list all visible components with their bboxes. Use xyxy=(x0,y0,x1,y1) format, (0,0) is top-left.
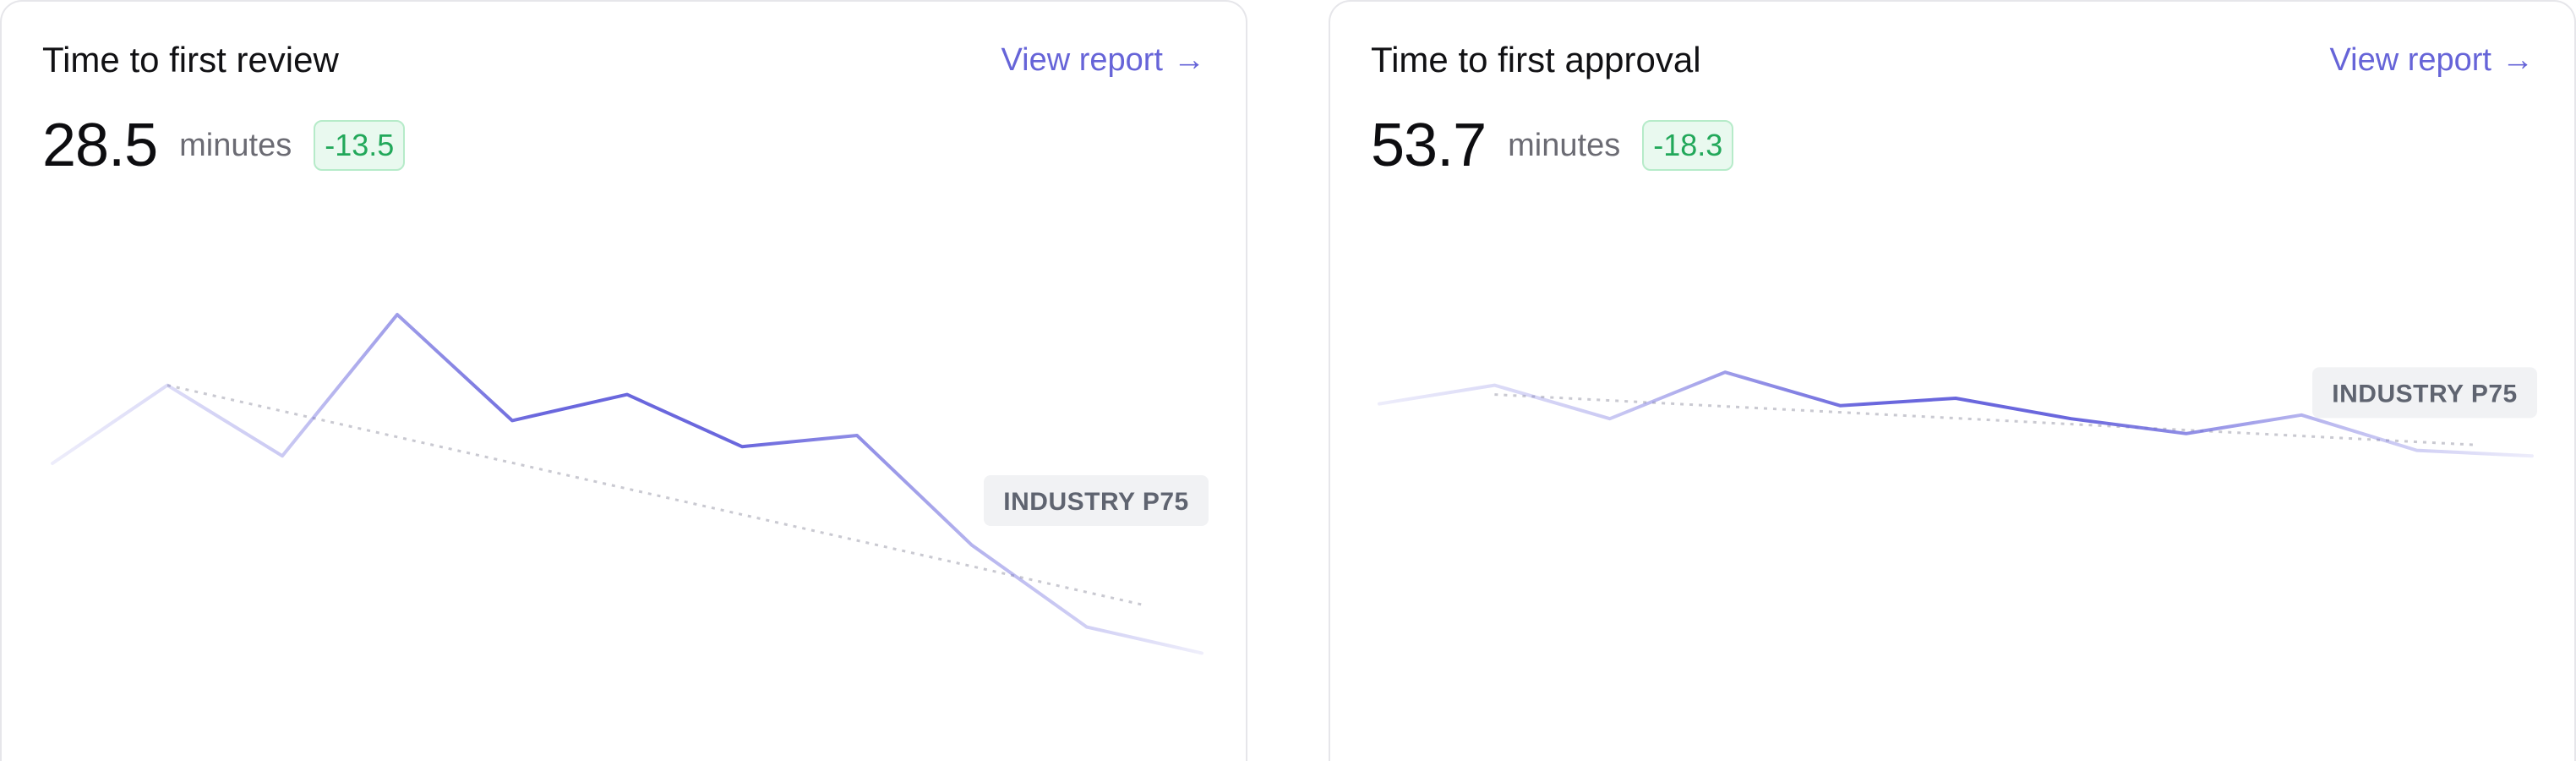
delta-badge: -13.5 xyxy=(314,120,406,171)
arrow-right-icon: → xyxy=(2502,42,2534,78)
view-report-label: View report xyxy=(2329,42,2491,78)
metric-summary: 53.7 minutes -18.3 xyxy=(1371,112,1734,179)
view-report-label: View report xyxy=(1001,42,1163,78)
benchmark-badge: INDUSTRY P75 xyxy=(2312,367,2537,419)
metric-value: 28.5 xyxy=(42,112,158,179)
metric-unit: minutes xyxy=(1508,128,1621,163)
metric-value: 53.7 xyxy=(1371,112,1487,179)
series-line xyxy=(51,313,1203,655)
card-title: Time to first review xyxy=(42,40,339,79)
card-title: Time to first approval xyxy=(1371,40,1701,79)
metric-card-time-to-first-review: INDUSTRY P75 Time to first review View r… xyxy=(0,0,1247,761)
trend-chart: INDUSTRY P75 xyxy=(1378,367,2537,458)
view-report-link[interactable]: View report → xyxy=(2329,44,2534,76)
arrow-right-icon: → xyxy=(1173,42,1205,78)
view-report-link[interactable]: View report → xyxy=(1001,44,1205,76)
benchmark-label: INDUSTRY P75 xyxy=(2332,380,2517,408)
metric-summary: 28.5 minutes -13.5 xyxy=(42,112,406,179)
benchmark-label: INDUSTRY P75 xyxy=(1003,488,1188,516)
benchmark-badge: INDUSTRY P75 xyxy=(984,475,1209,526)
delta-badge: -18.3 xyxy=(1642,120,1734,171)
metric-card-time-to-first-approval: INDUSTRY P75 Time to first approval View… xyxy=(1329,0,2576,761)
trend-chart: INDUSTRY P75 xyxy=(51,313,1209,655)
series-line xyxy=(1378,370,2534,458)
metric-unit: minutes xyxy=(179,128,292,163)
